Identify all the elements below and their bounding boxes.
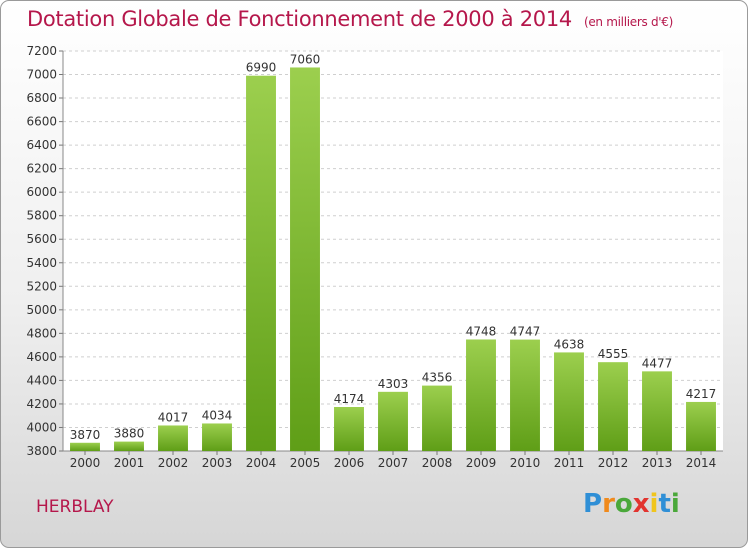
logo-letter: o bbox=[614, 489, 633, 519]
x-tick-label: 2006 bbox=[334, 456, 365, 470]
x-tick-label: 2003 bbox=[202, 456, 233, 470]
bar-value-label: 7060 bbox=[290, 52, 321, 66]
bar-value-label: 4477 bbox=[642, 356, 673, 370]
logo-letter: P bbox=[583, 489, 603, 519]
commune-name: HERBLAY bbox=[36, 497, 114, 517]
x-tick-label: 2010 bbox=[510, 456, 541, 470]
y-tick-label: 5200 bbox=[26, 279, 57, 293]
bar bbox=[422, 385, 452, 451]
y-tick-label: 3800 bbox=[26, 444, 57, 458]
y-tick-label: 7000 bbox=[26, 68, 57, 82]
bar-value-label: 4217 bbox=[686, 387, 717, 401]
bar-value-label: 4638 bbox=[554, 337, 585, 351]
y-tick-label: 6000 bbox=[26, 185, 57, 199]
bar bbox=[334, 407, 364, 451]
x-tick-label: 2007 bbox=[378, 456, 409, 470]
x-tick-label: 2009 bbox=[466, 456, 497, 470]
x-tick-label: 2002 bbox=[158, 456, 189, 470]
bar bbox=[290, 67, 320, 452]
y-tick-label: 6600 bbox=[26, 115, 57, 129]
bar-value-label: 3880 bbox=[114, 427, 145, 441]
bar bbox=[114, 441, 144, 451]
y-tick-label: 4800 bbox=[26, 326, 57, 340]
bar-value-label: 4747 bbox=[510, 325, 541, 339]
y-tick-label: 6400 bbox=[26, 138, 57, 152]
x-tick-label: 2001 bbox=[114, 456, 145, 470]
bar-value-label: 4303 bbox=[378, 377, 409, 391]
y-tick-label: 5800 bbox=[26, 209, 57, 223]
bar-value-label: 4017 bbox=[158, 410, 189, 424]
y-tick-label: 4400 bbox=[26, 373, 57, 387]
bar bbox=[598, 362, 628, 451]
bar bbox=[510, 339, 540, 451]
bar-value-label: 4555 bbox=[598, 347, 629, 361]
logo-letter: x bbox=[632, 489, 650, 519]
y-tick-label: 5000 bbox=[26, 303, 57, 317]
x-tick-label: 2008 bbox=[422, 456, 453, 470]
x-tick-label: 2012 bbox=[598, 456, 629, 470]
bar-value-label: 3870 bbox=[70, 428, 101, 442]
logo-letter: i bbox=[670, 489, 680, 519]
bar bbox=[466, 339, 496, 451]
y-tick-label: 5400 bbox=[26, 256, 57, 270]
bar bbox=[246, 75, 276, 452]
y-tick-label: 4000 bbox=[26, 420, 57, 434]
bar-value-label: 4356 bbox=[422, 371, 453, 385]
proxiti-logo: Proxiti bbox=[583, 489, 680, 519]
y-tick-label: 4200 bbox=[26, 397, 57, 411]
bar bbox=[642, 371, 672, 451]
chart-title: Dotation Globale de Fonctionnement de 20… bbox=[27, 7, 673, 31]
logo-letter: t bbox=[658, 489, 671, 519]
bar bbox=[686, 401, 716, 451]
bar-value-label: 4174 bbox=[334, 392, 365, 406]
logo-letter: r bbox=[602, 489, 615, 519]
bar-value-label: 4748 bbox=[466, 324, 497, 338]
x-tick-label: 2011 bbox=[554, 456, 585, 470]
logo-letter: i bbox=[649, 489, 659, 519]
bar bbox=[554, 352, 584, 451]
y-tick-label: 5600 bbox=[26, 232, 57, 246]
bar bbox=[378, 391, 408, 451]
y-tick-label: 6800 bbox=[26, 91, 57, 105]
y-tick-label: 7200 bbox=[26, 44, 57, 58]
x-tick-label: 2013 bbox=[642, 456, 673, 470]
bar-value-label: 6990 bbox=[246, 61, 277, 75]
bar bbox=[70, 442, 100, 451]
chart-subtitle: (en milliers d'€) bbox=[583, 15, 673, 29]
x-tick-label: 2000 bbox=[70, 456, 101, 470]
bar-value-label: 4034 bbox=[202, 408, 233, 422]
x-tick-label: 2005 bbox=[290, 456, 321, 470]
bar bbox=[158, 425, 188, 451]
y-tick-label: 6200 bbox=[26, 162, 57, 176]
y-tick-label: 4600 bbox=[26, 350, 57, 364]
chart-title-text: Dotation Globale de Fonctionnement de 20… bbox=[27, 7, 572, 31]
bar bbox=[202, 423, 232, 451]
x-tick-label: 2014 bbox=[686, 456, 717, 470]
x-tick-label: 2004 bbox=[246, 456, 277, 470]
